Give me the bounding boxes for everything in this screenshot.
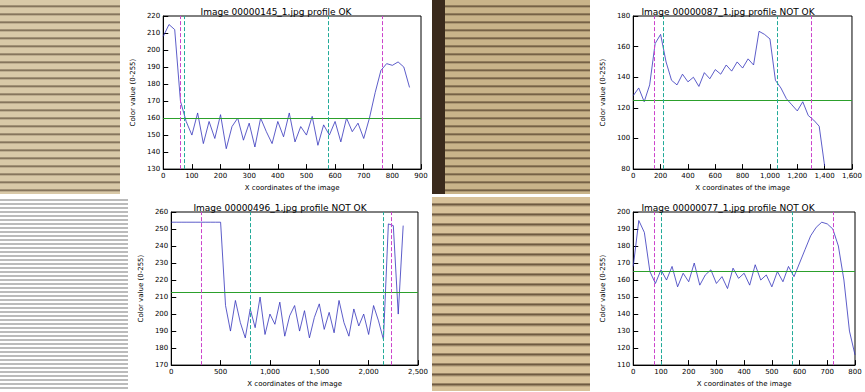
svg-text:140: 140 (617, 310, 630, 318)
svg-text:Color value (0-255): Color value (0-255) (599, 254, 607, 322)
svg-text:600: 600 (793, 368, 806, 376)
svg-text:700: 700 (357, 172, 370, 180)
svg-text:180: 180 (617, 242, 630, 250)
svg-text:170: 170 (617, 259, 630, 267)
svg-text:1,000: 1,000 (760, 172, 780, 180)
svg-text:Color value (0-255): Color value (0-255) (599, 58, 607, 126)
svg-text:1,600: 1,600 (842, 172, 862, 180)
svg-text:250: 250 (155, 225, 168, 233)
svg-text:200: 200 (155, 310, 168, 318)
svg-text:800: 800 (848, 368, 861, 376)
svg-text:Image 00000087_1.jpg profile N: Image 00000087_1.jpg profile NOT OK (641, 7, 815, 17)
svg-text:150: 150 (147, 131, 160, 139)
svg-text:190: 190 (155, 327, 168, 335)
svg-text:160: 160 (617, 276, 630, 284)
svg-text:200: 200 (654, 172, 667, 180)
svg-text:500: 500 (765, 368, 778, 376)
svg-text:500: 500 (214, 368, 227, 376)
svg-text:900: 900 (414, 172, 427, 180)
svg-text:200: 200 (147, 46, 160, 54)
svg-text:0: 0 (631, 368, 635, 376)
svg-text:130: 130 (617, 327, 630, 335)
svg-text:Image 00000496_1.jpg profile N: Image 00000496_1.jpg profile NOT OK (193, 203, 367, 213)
svg-text:2,000: 2,000 (359, 368, 379, 376)
svg-text:800: 800 (736, 172, 749, 180)
svg-text:Image 00000145_1.jpg profile O: Image 00000145_1.jpg profile OK (200, 7, 352, 17)
svg-text:1,400: 1,400 (815, 172, 835, 180)
svg-text:220: 220 (147, 12, 160, 20)
svg-text:190: 190 (147, 63, 160, 71)
svg-text:230: 230 (155, 259, 168, 267)
svg-text:170: 170 (155, 361, 168, 369)
svg-text:100: 100 (185, 172, 198, 180)
svg-text:0: 0 (161, 172, 165, 180)
svg-text:0: 0 (169, 368, 173, 376)
svg-text:180: 180 (155, 344, 168, 352)
svg-text:180: 180 (617, 12, 630, 20)
svg-text:200: 200 (682, 368, 695, 376)
svg-text:Color value (0-255): Color value (0-255) (129, 58, 137, 126)
svg-text:600: 600 (328, 172, 341, 180)
svg-text:1,500: 1,500 (309, 368, 329, 376)
svg-text:210: 210 (147, 29, 160, 37)
svg-text:1,200: 1,200 (787, 172, 807, 180)
svg-text:100: 100 (617, 134, 630, 142)
svg-text:300: 300 (710, 368, 723, 376)
svg-text:X coordinates of the image: X coordinates of the image (247, 380, 342, 388)
svg-text:130: 130 (147, 165, 160, 173)
svg-text:100: 100 (654, 368, 667, 376)
svg-text:140: 140 (617, 73, 630, 81)
svg-text:1,000: 1,000 (260, 368, 280, 376)
svg-text:500: 500 (300, 172, 313, 180)
svg-text:120: 120 (617, 104, 630, 112)
svg-text:700: 700 (821, 368, 834, 376)
svg-text:210: 210 (155, 293, 168, 301)
svg-text:400: 400 (681, 172, 694, 180)
svg-text:X coordinates of the image: X coordinates of the image (697, 380, 792, 388)
svg-text:240: 240 (155, 242, 168, 250)
svg-text:X coordinates of the image: X coordinates of the image (245, 184, 340, 192)
svg-text:160: 160 (147, 114, 160, 122)
svg-text:170: 170 (147, 97, 160, 105)
svg-text:2,500: 2,500 (408, 368, 428, 376)
svg-text:Color value (0-255): Color value (0-255) (137, 254, 145, 322)
svg-text:300: 300 (242, 172, 255, 180)
svg-text:150: 150 (617, 293, 630, 301)
svg-text:200: 200 (214, 172, 227, 180)
svg-text:400: 400 (737, 368, 750, 376)
svg-text:80: 80 (621, 165, 630, 173)
svg-text:110: 110 (617, 361, 630, 369)
svg-text:220: 220 (155, 276, 168, 284)
svg-text:140: 140 (147, 148, 160, 156)
svg-text:260: 260 (155, 208, 168, 216)
svg-text:Image 00000077_1.jpg profile N: Image 00000077_1.jpg profile NOT OK (641, 203, 815, 213)
svg-text:800: 800 (386, 172, 399, 180)
svg-text:190: 190 (617, 225, 630, 233)
svg-text:400: 400 (271, 172, 284, 180)
svg-text:160: 160 (617, 43, 630, 51)
svg-text:0: 0 (631, 172, 635, 180)
svg-text:180: 180 (147, 80, 160, 88)
svg-text:600: 600 (709, 172, 722, 180)
svg-text:X coordinates of the image: X coordinates of the image (695, 184, 790, 192)
svg-text:200: 200 (617, 208, 630, 216)
svg-text:120: 120 (617, 344, 630, 352)
